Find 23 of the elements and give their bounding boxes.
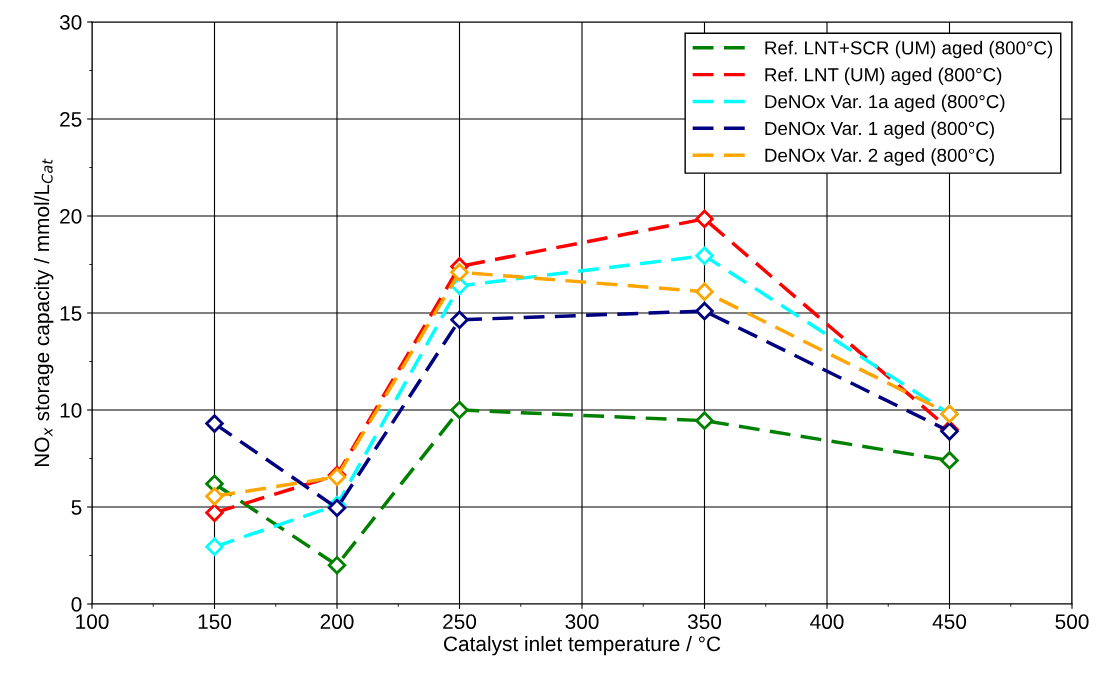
legend-label: DeNOx Var. 1 aged (800°C) xyxy=(765,121,994,139)
y-tick-label: 10 xyxy=(60,403,82,418)
legend-label: Ref. LNT (UM) aged (800°C) xyxy=(765,67,1002,86)
x-tick-label: 400 xyxy=(810,614,844,630)
x-tick-label: 300 xyxy=(565,614,599,630)
legend-label: DeNOx Var. 1a aged (800°C) xyxy=(765,94,1005,112)
legend-label: Ref. LNT+SCR (UM) aged (800°C) xyxy=(765,40,1053,59)
x-tick-label: 250 xyxy=(443,614,477,630)
y-axis-title: NO$_{x}$ storage capacity / mmol/L$_{Cat}$ xyxy=(33,158,54,467)
legend-label: DeNOx Var. 2 aged (800°C) xyxy=(765,148,994,166)
y-tick-label: 0 xyxy=(71,597,82,612)
x-tick-label: 450 xyxy=(932,614,967,630)
y-tick-label: 20 xyxy=(60,209,82,224)
y-tick-label: 25 xyxy=(60,112,82,127)
y-tick-label: 15 xyxy=(60,306,82,321)
x-tick-label: 100 xyxy=(76,614,109,630)
x-tick-label: 500 xyxy=(1055,614,1089,630)
x-axis-title: Catalyst inlet temperature / °C xyxy=(444,635,721,656)
x-tick-label: 350 xyxy=(687,614,722,630)
x-tick-label: 150 xyxy=(198,614,232,630)
y-tick-label: 30 xyxy=(59,15,82,30)
y-tick-label: 5 xyxy=(71,500,82,515)
x-tick-label: 200 xyxy=(320,614,354,630)
